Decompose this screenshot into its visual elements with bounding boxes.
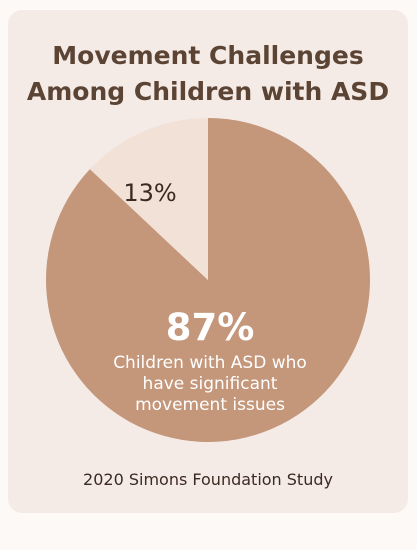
chart-title-line-2: Among Children with ASD (26, 77, 390, 106)
slice-description-line-3: movement issues (135, 395, 285, 415)
chart-title-line-1: Movement Challenges (52, 41, 364, 70)
pie-slices (45, 118, 370, 442)
chart-title: Movement Challenges Among Children with … (8, 38, 408, 110)
slice-label-13: 13% (123, 179, 176, 207)
pie-slice-87 (45, 118, 370, 442)
pie-slice-13 (89, 118, 208, 280)
chart-source: 2020 Simons Foundation Study (83, 470, 333, 489)
slice-description-line-1: Children with ASD who (113, 353, 307, 373)
slice-description-line-2: have significant (143, 374, 278, 394)
slice-label-87: 87% (166, 306, 255, 349)
